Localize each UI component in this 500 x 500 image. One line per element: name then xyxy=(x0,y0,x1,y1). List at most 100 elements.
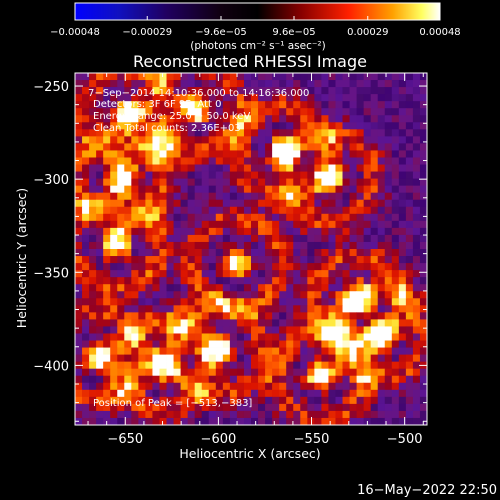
heatmap-cell xyxy=(208,333,217,341)
heatmap-cell xyxy=(342,94,350,102)
heatmap-cell xyxy=(307,333,315,341)
heatmap-cell xyxy=(82,122,90,130)
heatmap-cell xyxy=(328,368,336,377)
heatmap-cell xyxy=(82,284,90,292)
heatmap-cell xyxy=(124,284,132,292)
heatmap-cell xyxy=(321,220,329,229)
heatmap-cell xyxy=(243,347,252,355)
heatmap-cell xyxy=(377,199,386,208)
heatmap-cell xyxy=(180,368,189,377)
heatmap-cell xyxy=(110,164,118,172)
heatmap-cell xyxy=(391,213,400,222)
heatmap-cell xyxy=(307,249,315,257)
heatmap-cell xyxy=(117,192,125,201)
heatmap-cell xyxy=(152,298,160,306)
heatmap-cell xyxy=(124,277,132,285)
heatmap-cell xyxy=(405,199,414,208)
heatmap-cell xyxy=(208,157,217,165)
heatmap-cell xyxy=(356,171,365,179)
heatmap-cell xyxy=(138,192,146,201)
heatmap-cell xyxy=(286,410,294,419)
heatmap-cell xyxy=(258,333,266,341)
heatmap-cell xyxy=(391,178,400,187)
heatmap-cell xyxy=(356,403,365,412)
heatmap-cell xyxy=(96,192,104,201)
heatmap-cell xyxy=(201,319,210,327)
heatmap-cell xyxy=(138,249,146,257)
heatmap-cell xyxy=(180,227,189,236)
heatmap-cell xyxy=(384,157,393,165)
heatmap-cell xyxy=(314,354,322,363)
heatmap-cell xyxy=(117,171,125,179)
heatmap-cell xyxy=(89,347,97,355)
heatmap-cell xyxy=(89,101,97,109)
heatmap-cell xyxy=(131,354,139,363)
heatmap-cell xyxy=(131,199,139,208)
heatmap-cell xyxy=(82,249,90,257)
heatmap-cell xyxy=(412,206,421,215)
heatmap-cell xyxy=(145,319,153,327)
heatmap-cell xyxy=(236,347,245,355)
heatmap-cell xyxy=(398,368,407,377)
heatmap-cell xyxy=(222,73,231,81)
heatmap-cell xyxy=(124,150,132,158)
heatmap-cell xyxy=(75,94,83,102)
heatmap-cell xyxy=(328,410,336,419)
heatmap-cell xyxy=(173,94,181,102)
heatmap-cell xyxy=(398,115,407,123)
heatmap-cell xyxy=(391,136,400,144)
heatmap-cell xyxy=(307,396,315,405)
heatmap-cell xyxy=(215,389,224,398)
heatmap-cell xyxy=(349,354,357,363)
heatmap-cell xyxy=(152,403,160,412)
heatmap-cell xyxy=(363,87,372,95)
heatmap-cell xyxy=(335,178,343,187)
heatmap-cell xyxy=(419,368,428,377)
heatmap-cell xyxy=(279,150,287,158)
heatmap-cell xyxy=(187,270,196,278)
heatmap-cell xyxy=(335,298,343,306)
heatmap-cell xyxy=(145,403,153,412)
heatmap-cell xyxy=(89,256,97,264)
heatmap-cell xyxy=(194,305,203,313)
heatmap-cell xyxy=(384,234,393,243)
heatmap-cell xyxy=(194,234,203,243)
heatmap-cell xyxy=(349,80,357,88)
heatmap-cell xyxy=(208,277,217,285)
heatmap-cell xyxy=(279,108,287,116)
heatmap-cell xyxy=(82,326,90,334)
heatmap-cell xyxy=(236,101,245,109)
heatmap-cell xyxy=(103,326,111,334)
heatmap-cell xyxy=(166,101,174,109)
heatmap-cell xyxy=(412,185,421,194)
heatmap-cell xyxy=(187,382,196,391)
heatmap-cell xyxy=(82,157,90,165)
heatmap-cell xyxy=(194,256,203,264)
heatmap-cell xyxy=(356,256,365,264)
heatmap-cell xyxy=(286,206,294,215)
heatmap-cell xyxy=(265,227,273,236)
heatmap-cell xyxy=(251,326,259,334)
heatmap-cell xyxy=(194,333,203,341)
heatmap-cell xyxy=(419,108,428,116)
colorbar: −0.00048 −0.00029 −9.6e−05 9.6e−05 0.00029 0.… xyxy=(50,2,461,52)
heatmap-cell xyxy=(405,164,414,172)
heatmap-cell xyxy=(138,417,146,426)
heatmap-cell xyxy=(300,227,308,236)
heatmap-cell xyxy=(201,354,210,363)
heatmap-cell xyxy=(222,396,231,405)
heatmap-cell xyxy=(300,178,308,187)
heatmap-cell xyxy=(300,94,308,102)
heatmap-cell xyxy=(356,192,365,201)
heatmap-cell xyxy=(243,389,252,398)
heatmap-cell xyxy=(110,122,118,130)
heatmap-cell xyxy=(370,319,379,327)
heatmap-cell xyxy=(215,164,224,172)
heatmap-cell xyxy=(412,192,421,201)
heatmap-cell xyxy=(328,178,336,187)
heatmap-cell xyxy=(145,368,153,377)
heatmap-cell xyxy=(349,73,357,81)
heatmap-cell xyxy=(201,403,210,412)
heatmap-cell xyxy=(398,129,407,137)
heatmap-cell xyxy=(187,164,196,172)
